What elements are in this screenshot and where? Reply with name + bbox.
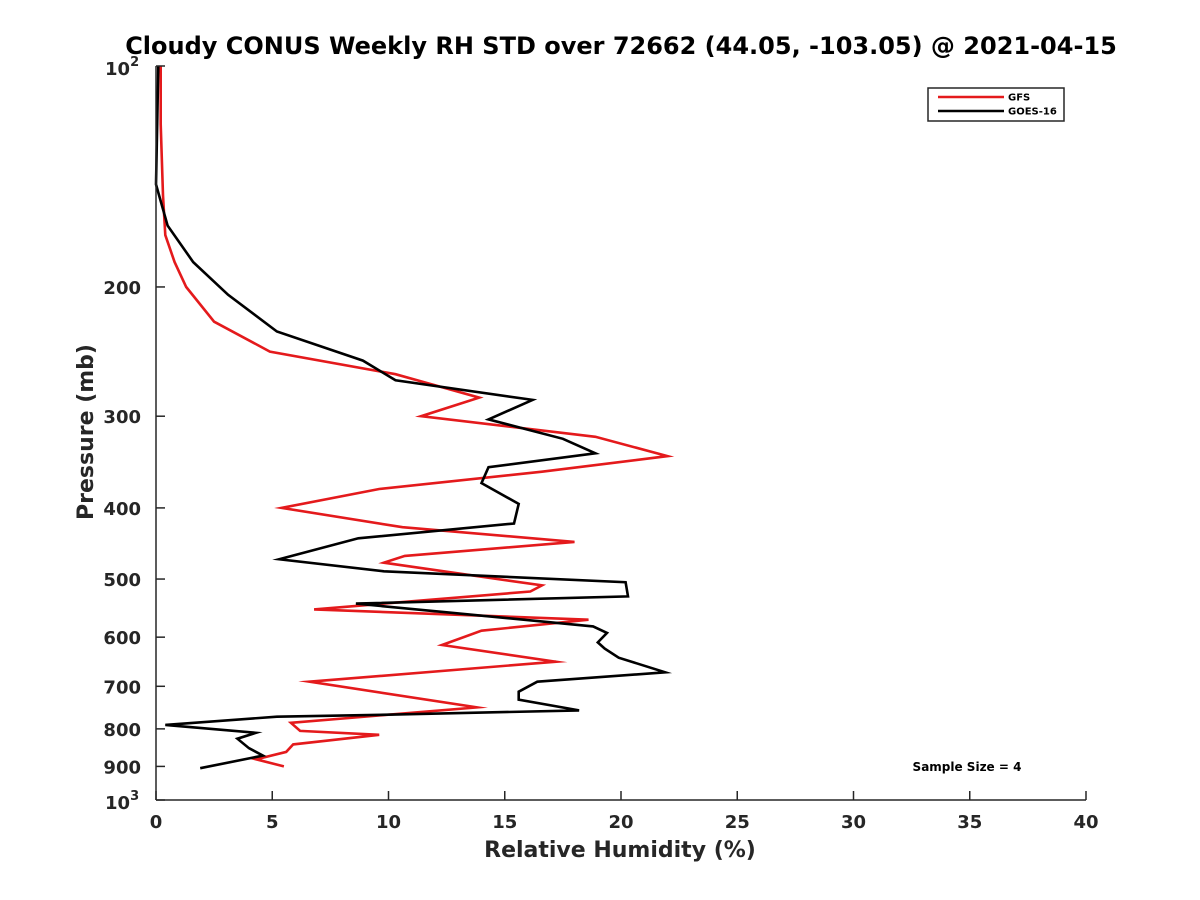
x-tick-label: 10 [376,812,401,833]
x-tick-label: 25 [725,812,750,833]
series-line-goes-16 [154,65,673,770]
x-axis-label: Relative Humidity (%) [484,838,756,863]
x-tick-label: 30 [841,812,866,833]
y-tick-label-base: 10 [105,793,130,814]
y-tick-label: 200 [103,278,141,299]
sample-size-annotation: Sample Size = 4 [913,760,1022,774]
series-line-gfs [159,66,675,768]
y-tick-label: 102 [105,55,139,80]
y-tick-label: 103 [105,789,139,814]
legend-box [927,87,1065,122]
x-tick-label: 0 [150,812,163,833]
legend-entry-label: GOES-16 [1008,107,1057,118]
y-tick-label: 600 [103,628,141,649]
x-tick-label: 35 [957,812,982,833]
x-axis: 0 5 10 15 20 25 30 35 40 [150,791,1099,833]
y-tick-label-exponent: 2 [130,55,139,70]
y-tick-label: 400 [103,499,141,520]
x-tick-label: 15 [492,812,517,833]
x-tick-label: 20 [608,812,633,833]
y-tick-label-base: 10 [105,59,130,80]
y-axis-label: Pressure (mb) [74,344,99,520]
y-tick-label-exponent: 3 [130,789,139,804]
y-tick-label: 300 [103,407,141,428]
y-tick-label: 900 [103,757,141,778]
y-tick-label: 800 [103,720,141,741]
legend-entry-label: GFS [1008,93,1030,104]
chart-title: Cloudy CONUS Weekly RH STD over 72662 (4… [125,32,1117,60]
x-tick-label: 5 [266,812,279,833]
y-tick-label: 500 [103,570,141,591]
plot-area [154,65,675,770]
legend: GFS GOES-16 [927,87,1065,122]
x-tick-label: 40 [1073,812,1098,833]
y-tick-label: 700 [103,677,141,698]
